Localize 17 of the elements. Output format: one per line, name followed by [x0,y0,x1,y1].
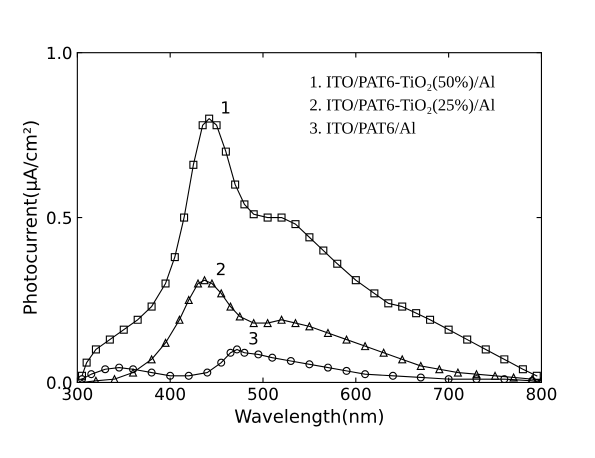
x-tick-label: 300 [62,388,92,400]
annotation: 1. ITO/PAT6-TiO₂(50%)/Al [310,76,495,91]
y-tick-label: 1.0 [48,46,72,60]
series-label: 3 [249,332,258,345]
y-tick-label: 0.5 [47,212,72,224]
x-tick-label: 700 [434,388,464,400]
y-axis-title: Photocurrent(μA/cm²) [22,121,40,314]
y-tick-label: 0.0 [47,376,72,389]
annotation: 2. ITO/PAT6-TiO₂(25%)/Al [310,98,495,114]
x-tick-label: 800 [526,388,556,400]
annotation: 3. ITO/PAT6/Al [310,122,416,134]
x-axis-title: Wavelength(nm) [234,408,383,426]
series-label: 1 [222,101,230,114]
x-tick-label: 400 [155,388,185,400]
series-label: 2 [216,262,225,276]
x-tick-label: 500 [248,388,278,400]
x-tick-label: 600 [341,388,371,400]
